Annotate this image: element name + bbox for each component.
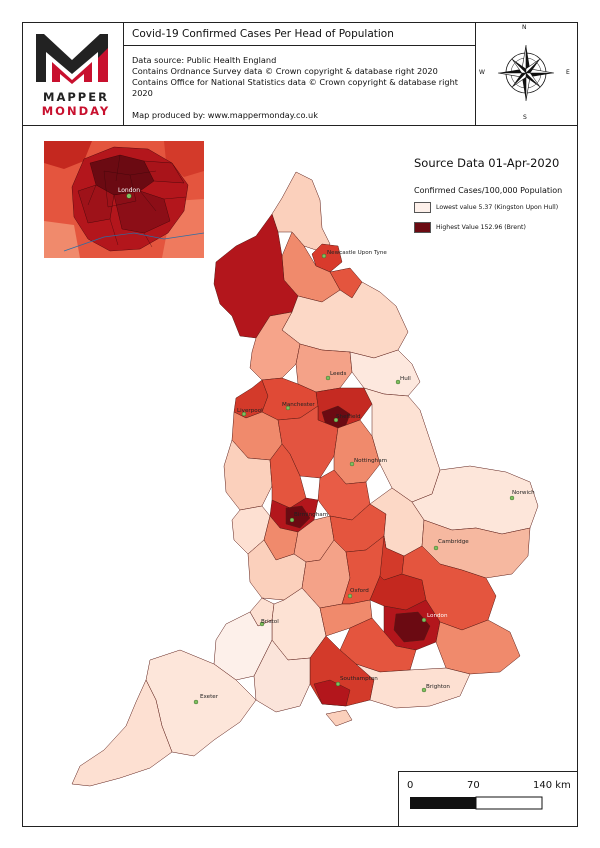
london-inset-map: London <box>44 141 204 258</box>
legend-label-lowest: Lowest value 5.37 (Kingston Upon Hull) <box>436 204 559 211</box>
logo-text-monday: MONDAY <box>41 104 111 118</box>
compass-e-label: E <box>566 69 570 76</box>
map-credit: Map produced by: www.mappermonday.co.uk <box>132 110 318 120</box>
ons-copyright-year: 2020 <box>132 88 153 98</box>
legend-swatch-highest <box>414 222 431 233</box>
logo-text-mapper: MAPPER <box>43 90 109 104</box>
scale-label-140: 140 km <box>533 780 571 791</box>
logo-mark <box>36 34 108 84</box>
compass-n-label: N <box>522 24 527 31</box>
map-title: Covid-19 Confirmed Cases Per Head of Pop… <box>124 22 476 46</box>
scale-bar-panel <box>398 771 578 827</box>
logo-panel: MAPPER MONDAY <box>22 22 124 126</box>
scale-label-70: 70 <box>467 780 480 791</box>
source-line: Data source: Public Health England <box>132 55 277 65</box>
legend-title: Source Data 01-Apr-2020 <box>414 156 560 170</box>
legend-subtitle: Confirmed Cases/100,000 Population <box>414 186 563 195</box>
source-info: Data source: Public Health England Conta… <box>124 46 476 126</box>
os-copyright-line: Contains Ordnance Survey data © Crown co… <box>132 66 438 76</box>
london-inset-svg: London <box>44 141 204 258</box>
legend-swatch-lowest <box>414 202 431 213</box>
inset-london-label: London <box>118 187 140 194</box>
map-frame <box>22 22 578 827</box>
compass-panel: N S E W <box>476 22 578 126</box>
legend-label-highest: Highest Value 152.96 (Brent) <box>436 224 526 231</box>
legend-item-lowest: Lowest value 5.37 (Kingston Upon Hull) <box>414 202 558 213</box>
compass-w-label: W <box>479 69 485 76</box>
compass-s-label: S <box>523 114 527 121</box>
scale-label-0: 0 <box>407 780 414 791</box>
legend-item-highest: Highest Value 152.96 (Brent) <box>414 222 526 233</box>
ons-copyright-line: Contains Office for National Statistics … <box>132 77 459 87</box>
compass-rose-icon <box>497 44 555 102</box>
